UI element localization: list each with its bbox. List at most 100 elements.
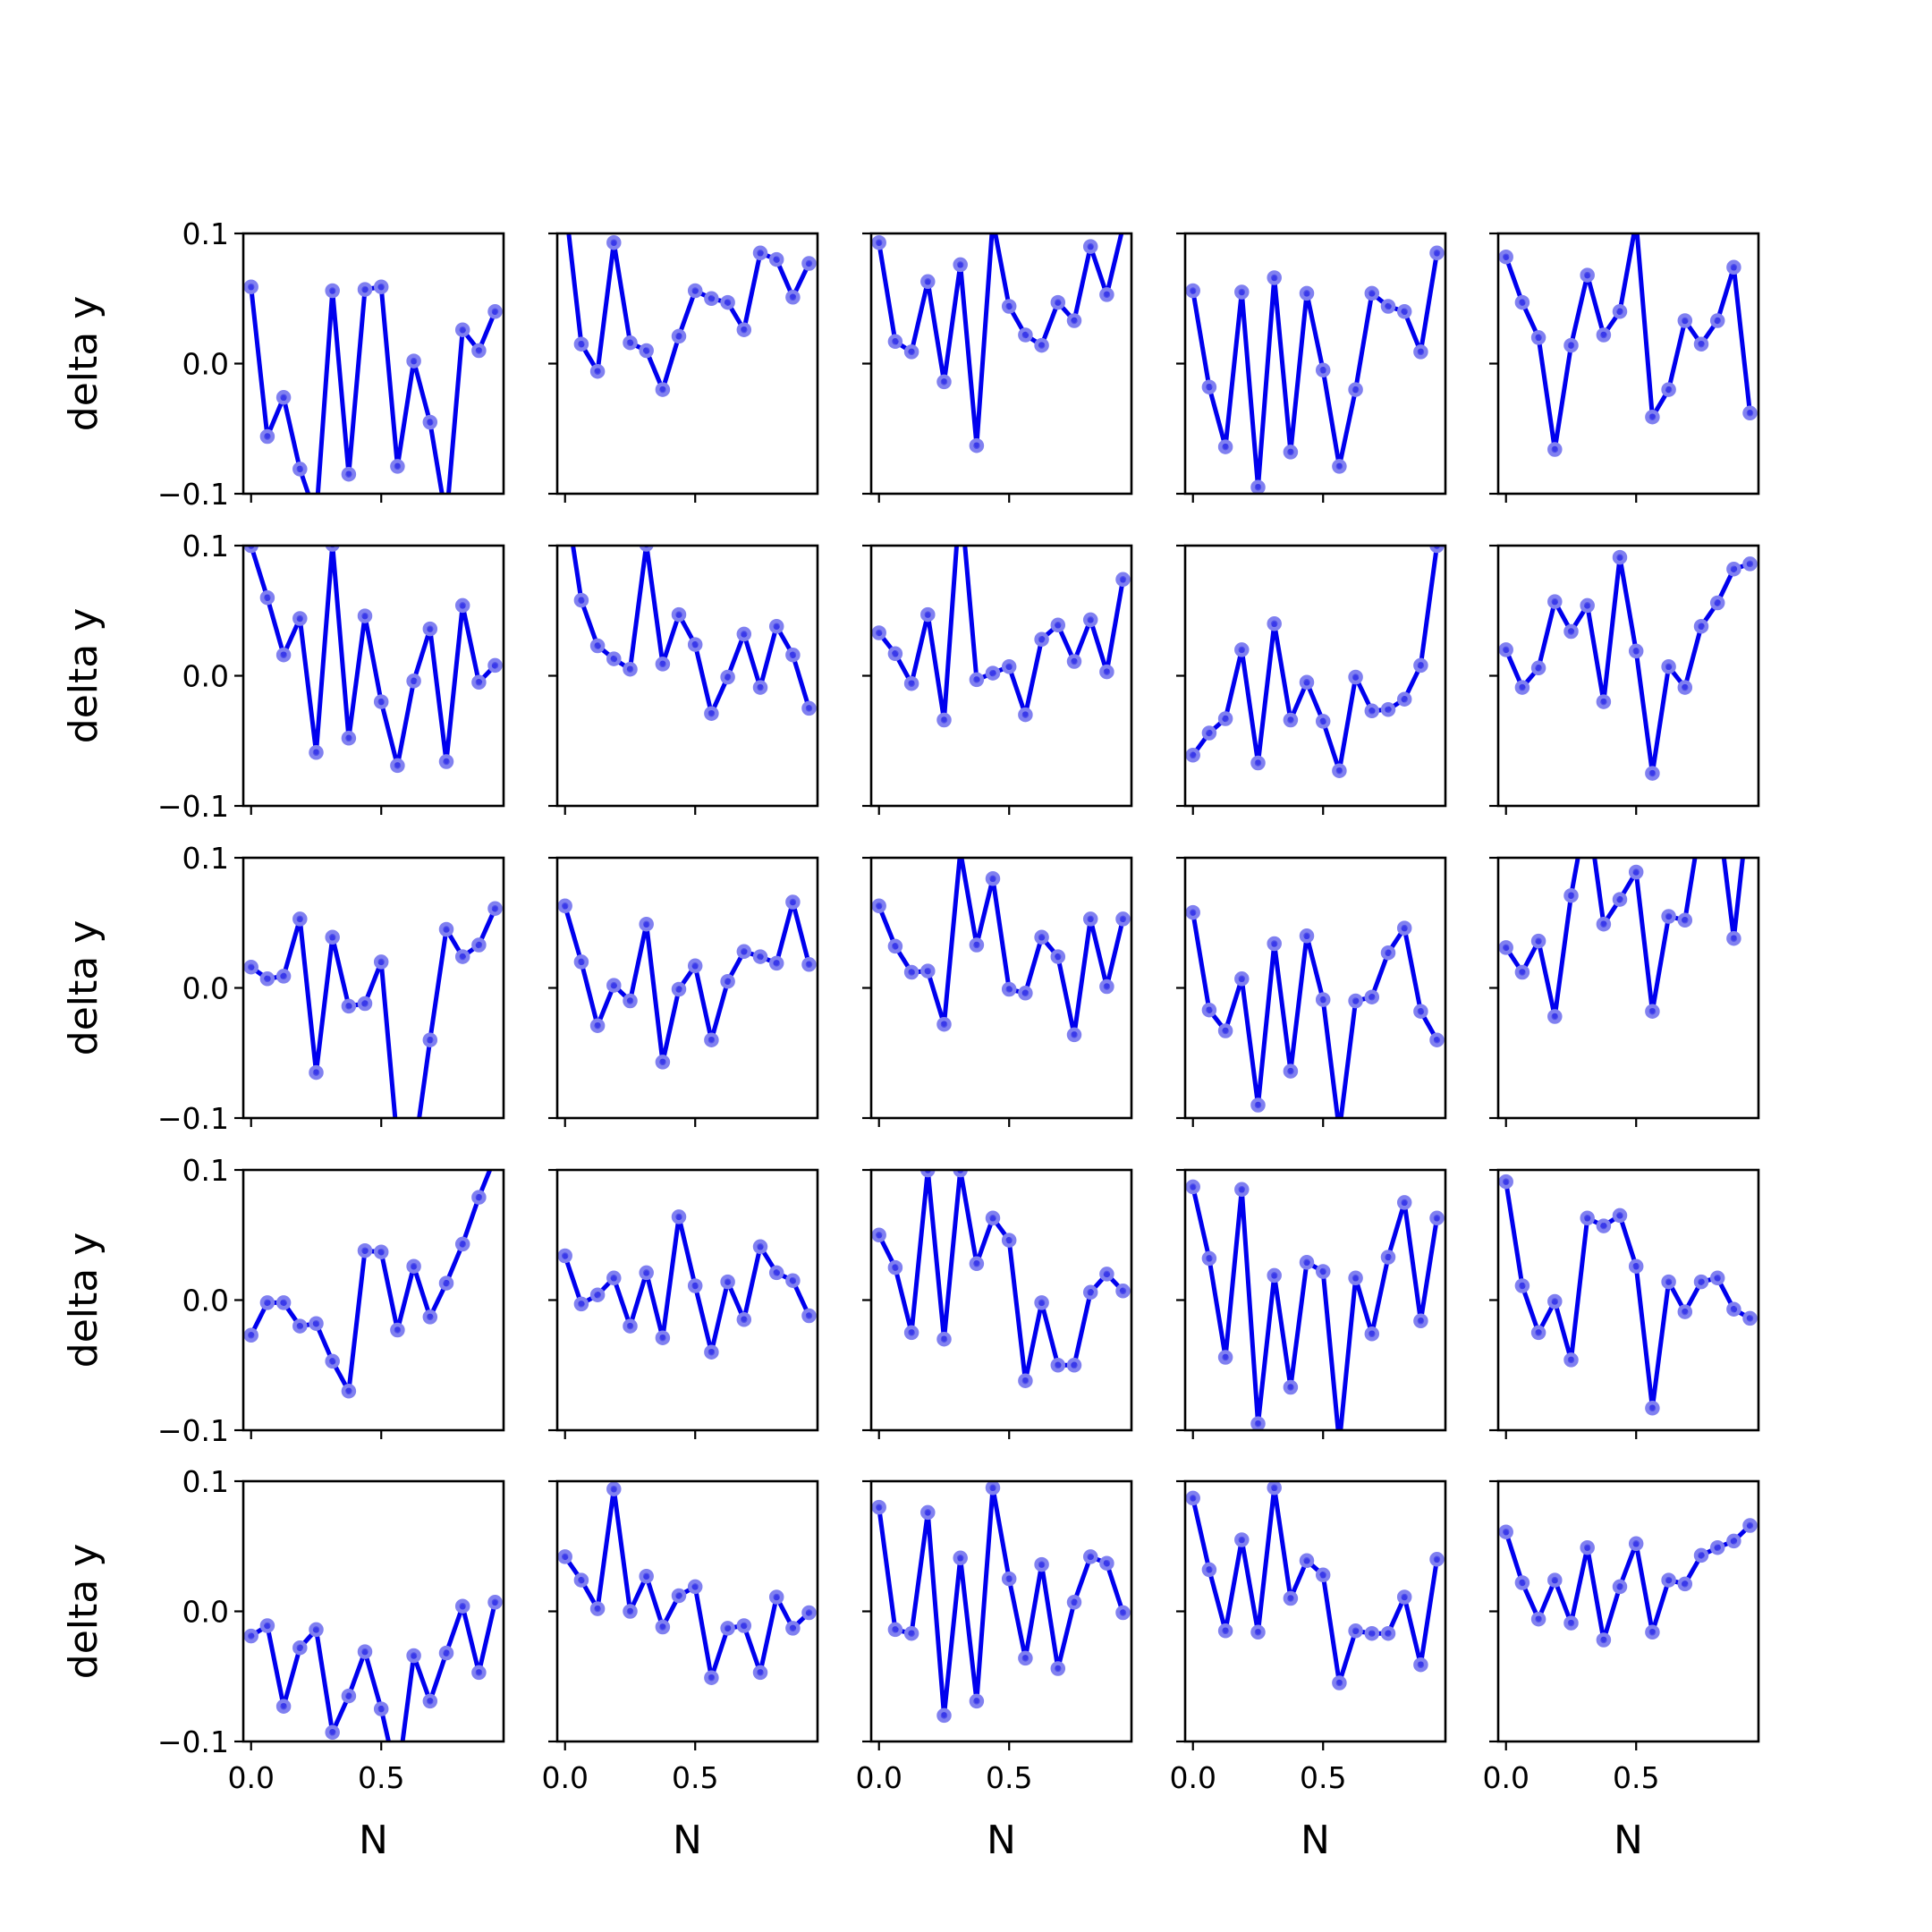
data-point — [1580, 1539, 1595, 1555]
data-point — [920, 274, 936, 290]
data-point — [785, 1621, 801, 1636]
data-point — [785, 290, 801, 305]
data-point — [1283, 1379, 1299, 1395]
data-point — [985, 871, 1001, 886]
x-tick-label: 0.0 — [541, 1760, 588, 1795]
data-point — [920, 963, 936, 979]
data-point — [357, 282, 373, 297]
data-point — [422, 1309, 438, 1325]
data-point — [325, 929, 340, 945]
data-point — [1413, 1313, 1428, 1329]
data-point — [953, 1170, 968, 1178]
y-tick-label: 0.1 — [182, 1464, 229, 1499]
data-point — [454, 1598, 470, 1614]
data-point — [1115, 911, 1131, 927]
data-point — [1315, 1567, 1331, 1583]
data-point — [1082, 1284, 1098, 1301]
subplot-r4-c2: 0.0 0.5 N — [855, 1479, 1133, 1863]
data-point — [801, 256, 817, 271]
data-point — [801, 700, 817, 716]
data-point — [1413, 1657, 1428, 1673]
data-point — [1001, 981, 1017, 997]
data-point — [341, 1384, 357, 1399]
x-tick-label: 0.0 — [227, 1760, 274, 1795]
data-point — [454, 322, 470, 337]
series-group — [871, 1481, 1131, 1724]
data-point — [1050, 617, 1066, 633]
data-point — [1628, 643, 1644, 659]
data-point — [720, 294, 735, 310]
data-point — [373, 1244, 389, 1259]
data-point — [1315, 714, 1331, 729]
data-point — [985, 665, 1001, 681]
data-point — [325, 1353, 340, 1369]
data-point — [1283, 1590, 1299, 1606]
data-point — [606, 1481, 622, 1496]
subplot-r1-c4 — [1489, 544, 1760, 815]
series-group — [1185, 1179, 1445, 1430]
data-point — [887, 938, 903, 954]
data-point — [1217, 1350, 1233, 1365]
data-point — [1364, 285, 1380, 301]
series-group — [1498, 1518, 1758, 1648]
data-point — [1726, 1301, 1741, 1317]
data-point — [1563, 1615, 1579, 1631]
data-point — [1514, 680, 1530, 695]
series-line — [1191, 250, 1439, 490]
data-point — [1234, 1182, 1250, 1198]
data-point — [487, 304, 503, 319]
data-point — [1364, 989, 1380, 1004]
data-point — [1742, 556, 1758, 572]
data-point — [687, 637, 703, 652]
data-point — [623, 1604, 638, 1619]
y-axis-label: delta y — [61, 608, 106, 743]
data-point — [1709, 1539, 1725, 1555]
series-group — [243, 546, 503, 774]
data-point — [671, 328, 687, 344]
y-tick-label: 0.0 — [182, 347, 229, 382]
subplot-r3-c0: −0.1 0.0 0.1 delta y — [61, 1153, 505, 1448]
data-point — [639, 343, 654, 359]
data-point — [1661, 382, 1676, 397]
data-point — [438, 921, 454, 937]
data-point — [1283, 445, 1299, 460]
data-point — [422, 1032, 438, 1047]
data-point — [1234, 284, 1250, 300]
data-point — [1742, 1310, 1758, 1326]
data-point — [623, 993, 638, 1009]
series-group — [557, 1209, 817, 1360]
data-point — [1299, 285, 1315, 301]
data-point — [704, 291, 719, 307]
data-point — [406, 1258, 421, 1274]
data-point — [1034, 1295, 1049, 1310]
data-point — [1217, 1623, 1233, 1639]
series-group — [243, 1595, 503, 1741]
data-point — [1612, 549, 1628, 565]
data-point — [275, 647, 292, 663]
data-point — [275, 969, 292, 984]
data-point — [1514, 1278, 1530, 1293]
data-point — [573, 336, 589, 352]
series-group — [871, 1170, 1131, 1388]
data-point — [1283, 712, 1299, 728]
data-point — [671, 606, 687, 623]
data-point — [623, 661, 638, 677]
data-point — [752, 1239, 768, 1255]
data-point — [1034, 929, 1049, 945]
subplot-r3-c1 — [548, 1168, 819, 1439]
data-point — [1115, 1284, 1131, 1299]
data-point — [1612, 1208, 1628, 1224]
data-point — [406, 674, 421, 689]
data-point — [1498, 642, 1513, 657]
data-point — [1677, 912, 1693, 928]
data-point — [768, 1265, 784, 1281]
data-point — [1530, 933, 1546, 949]
series-group — [557, 1481, 817, 1685]
data-point — [1429, 1032, 1445, 1047]
series-line — [249, 906, 497, 1118]
data-point — [1498, 1174, 1513, 1190]
data-point — [373, 279, 389, 294]
data-point — [720, 1621, 735, 1636]
data-point — [1396, 304, 1412, 319]
